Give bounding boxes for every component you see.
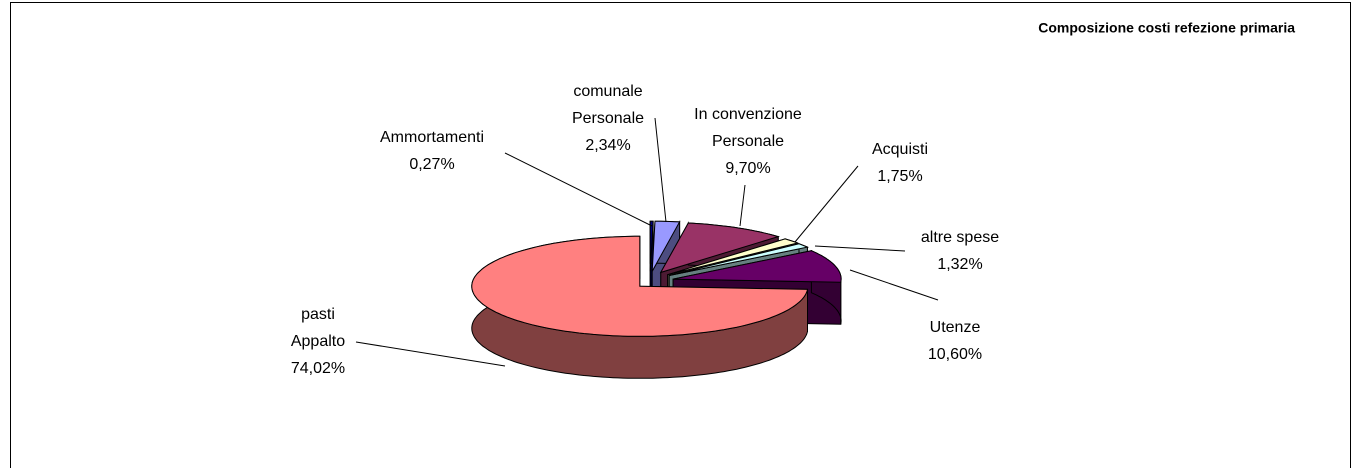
slice-label: Utenze (930, 319, 981, 336)
slice-label: comunale (573, 83, 642, 100)
slice-label: Appalto (291, 333, 345, 350)
value-label: 0,27% (409, 156, 454, 173)
slice-label: Acquisti (872, 141, 928, 158)
value-label: 2,34% (585, 137, 630, 154)
chart-border (10, 2, 1351, 468)
leader-line (849, 269, 939, 301)
slice-face (651, 220, 681, 272)
slice-label: In convenzione (694, 106, 802, 123)
leader-line (355, 341, 506, 367)
slice-label: pasti (301, 306, 335, 323)
slice-face (669, 243, 810, 276)
slice-face (672, 250, 842, 283)
slice-face (471, 235, 809, 337)
slice-face (659, 222, 780, 274)
value-label: 10,60% (928, 346, 982, 363)
chart-title: Composizione costi refezione primaria (1038, 20, 1295, 36)
value-label: 74,02% (291, 360, 345, 377)
value-label: 1,32% (937, 256, 982, 273)
slice-label: Personale (712, 133, 784, 150)
leader-line (739, 184, 746, 227)
slice-label: Personale (572, 110, 644, 127)
slice-face (667, 238, 800, 276)
slice-label: Ammortamenti (380, 129, 484, 146)
value-label: 1,75% (877, 168, 922, 185)
leader-line (794, 165, 859, 243)
leader-line (654, 117, 667, 223)
leader-line (504, 152, 653, 227)
leader-line (814, 245, 906, 252)
slice-face (649, 220, 654, 272)
pie-slice (471, 235, 809, 379)
value-label: 9,70% (725, 160, 770, 177)
slice-label: altre spese (921, 229, 999, 246)
